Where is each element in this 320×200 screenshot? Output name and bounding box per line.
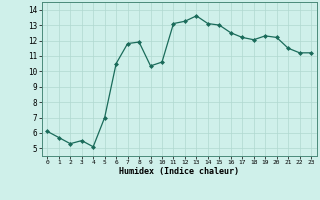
X-axis label: Humidex (Indice chaleur): Humidex (Indice chaleur) [119, 167, 239, 176]
